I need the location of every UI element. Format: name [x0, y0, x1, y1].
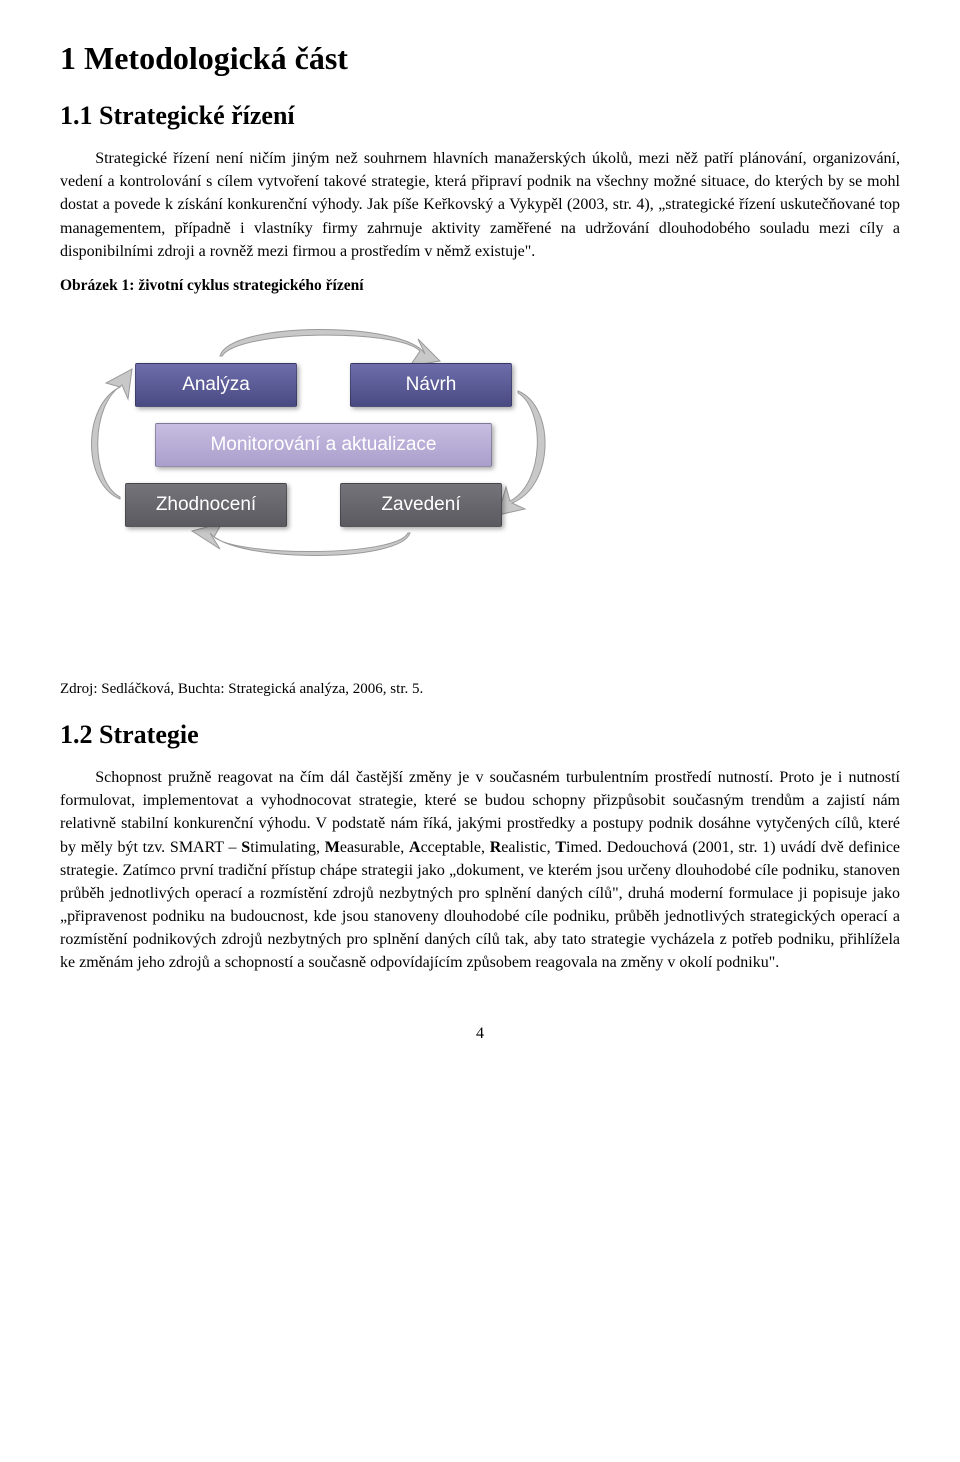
smart-r-rest: ealistic, — [501, 839, 555, 856]
smart-a-rest: cceptable, — [421, 839, 490, 856]
cycle-node-evaluation: Zhodnocení — [125, 483, 287, 527]
cycle-node-evaluation-label: Zhodnocení — [156, 494, 256, 516]
strategic-cycle-diagram: Analýza Návrh Monitorování a aktualizace… — [70, 311, 570, 571]
smart-s: S — [241, 839, 250, 856]
smart-r: R — [490, 839, 502, 856]
cycle-node-design: Návrh — [350, 363, 512, 407]
smart-m-rest: easurable, — [340, 839, 409, 856]
smart-t-rest: imed. — [566, 839, 607, 856]
smart-a: A — [409, 839, 421, 856]
paragraph-2: Schopnost pružně reagovat na čím dál čas… — [60, 766, 900, 975]
cycle-node-analysis-label: Analýza — [182, 374, 250, 396]
cycle-node-implementation: Zavedení — [340, 483, 502, 527]
para2-body: Dedouchová (2001, str. 1) uvádí dvě defi… — [60, 839, 900, 972]
page-title: 1 Metodologická část — [60, 40, 900, 77]
section-heading-1-2: 1.2 Strategie — [60, 720, 900, 750]
smart-t: T — [555, 839, 566, 856]
cycle-node-implementation-label: Zavedení — [381, 494, 460, 516]
page-number: 4 — [60, 1025, 900, 1043]
cycle-node-analysis: Analýza — [135, 363, 297, 407]
cycle-node-monitoring: Monitorování a aktualizace — [155, 423, 492, 467]
section-heading-1-1: 1.1 Strategické řízení — [60, 101, 900, 131]
figure-caption: Obrázek 1: životní cyklus strategického … — [60, 277, 900, 295]
paragraph-1: Strategické řízení není ničím jiným než … — [60, 147, 900, 263]
cycle-node-design-label: Návrh — [406, 374, 457, 396]
smart-m: M — [325, 839, 340, 856]
figure-source: Zdroj: Sedláčková, Buchta: Strategická a… — [60, 681, 900, 698]
smart-s-rest: timulating, — [250, 839, 325, 856]
cycle-node-monitoring-label: Monitorování a aktualizace — [210, 434, 436, 456]
